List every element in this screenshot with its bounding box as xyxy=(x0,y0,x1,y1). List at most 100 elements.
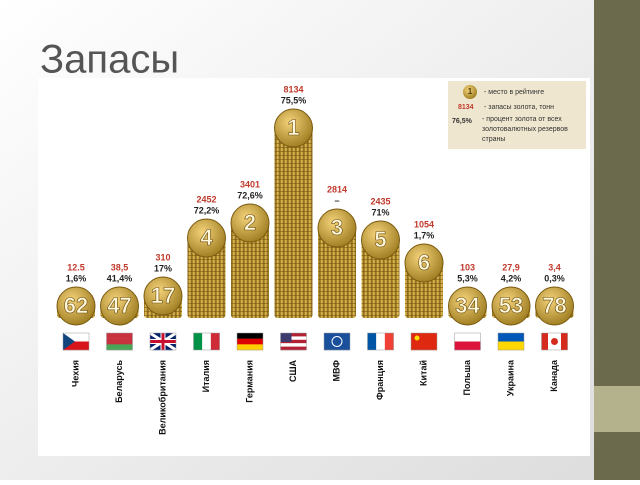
flag-stripe xyxy=(384,333,394,350)
coin xyxy=(448,286,487,326)
flag-border xyxy=(367,332,394,351)
coin xyxy=(317,208,357,248)
rank-label: 17 xyxy=(151,283,175,308)
coin-stack xyxy=(361,240,400,318)
percent-label: 41,4% xyxy=(107,273,133,283)
percent-label: 4,2% xyxy=(501,273,522,283)
legend-coin xyxy=(463,85,477,99)
flag-stripe xyxy=(411,333,437,351)
coin-stack xyxy=(274,128,313,318)
coin xyxy=(56,286,96,326)
flag-stripe xyxy=(324,333,350,351)
coin xyxy=(274,108,313,148)
flag-emblem xyxy=(331,336,343,347)
flag-stripe xyxy=(210,333,220,350)
coin-stack xyxy=(318,228,356,318)
coin xyxy=(230,203,270,243)
country-name: Канада xyxy=(549,359,559,392)
rank-label: 34 xyxy=(455,293,480,318)
rank-label: 47 xyxy=(107,293,131,318)
flag-border xyxy=(280,332,307,351)
country-name: Польша xyxy=(462,359,472,395)
reserve-label: 27,9 xyxy=(502,262,520,272)
flag xyxy=(323,332,351,351)
reserve-label: 3401 xyxy=(240,179,260,189)
percent-label: 5,3% xyxy=(457,273,478,283)
coin-stack xyxy=(187,238,226,318)
flag-border xyxy=(193,332,220,351)
flag-border xyxy=(62,332,90,351)
country-name: Великобритания xyxy=(157,360,167,435)
flag-stripe xyxy=(106,338,133,345)
country-name: Германия xyxy=(244,360,254,403)
flag xyxy=(367,332,394,351)
flag-border xyxy=(149,332,177,351)
flag-stripe xyxy=(237,333,263,339)
percent-label: 1,7% xyxy=(414,230,435,240)
flag-border xyxy=(497,332,525,351)
flag xyxy=(106,332,133,351)
flag xyxy=(454,332,481,351)
reserve-label: 38,5 xyxy=(111,262,129,272)
flag-stripe xyxy=(280,339,307,344)
flag-canton xyxy=(280,333,292,342)
rank-label: 78 xyxy=(542,293,566,318)
slide-title: Запасы xyxy=(40,38,179,82)
legend-rank-text: - место в рейтинге xyxy=(484,88,544,96)
percent-label: 72,2% xyxy=(194,205,220,215)
flag-stripe xyxy=(561,333,568,350)
country-name: Китай xyxy=(418,360,428,386)
flag-stripe xyxy=(63,341,89,351)
flag-stripe xyxy=(237,344,263,351)
items: 6212.51,6%Чехия4738,541,4%Беларусь173101… xyxy=(56,84,574,435)
reserve-label: 1054 xyxy=(414,219,434,229)
coin-stack xyxy=(231,223,269,318)
rank-label: 53 xyxy=(499,293,523,318)
reserve-label: 2435 xyxy=(370,196,390,206)
percent-label: 17% xyxy=(154,263,172,273)
flag-border xyxy=(236,332,264,351)
flag xyxy=(280,332,307,351)
flag-stripe xyxy=(106,333,133,339)
legend-reserve: 8134 xyxy=(458,104,474,111)
flag-stripe xyxy=(498,341,524,351)
flag xyxy=(541,332,568,351)
reserve-label: 3,4 xyxy=(548,262,561,272)
reserve-label: 2452 xyxy=(196,194,216,204)
side-accent xyxy=(594,386,640,432)
flag-stripe xyxy=(280,336,307,340)
coin xyxy=(491,286,531,326)
flag xyxy=(236,332,264,351)
country-name: Франция xyxy=(375,360,385,400)
legend-percent: 76,5% xyxy=(452,118,473,125)
flag-stripe xyxy=(376,333,386,350)
flag xyxy=(149,331,177,352)
flag-stripe xyxy=(454,341,481,351)
percent-label: – xyxy=(334,195,339,205)
flag-border xyxy=(410,332,438,351)
rank-label: 4 xyxy=(200,225,213,250)
flag-star xyxy=(414,335,420,341)
flag-border xyxy=(541,332,568,351)
flag-stripe xyxy=(541,333,549,350)
percent-label: 1,6% xyxy=(66,273,87,283)
flag-stripe xyxy=(498,333,524,342)
country-name: МВФ xyxy=(331,360,341,382)
flag-stripe xyxy=(202,333,212,350)
coin xyxy=(100,286,139,326)
percent-label: 71% xyxy=(371,207,389,217)
reserve-label: 12.5 xyxy=(67,262,85,272)
legend-percent-text: - процент золота от всех золотовалютных … xyxy=(482,116,568,143)
coin xyxy=(143,276,183,316)
flag xyxy=(497,332,525,351)
coin xyxy=(404,243,444,283)
legend-rank: 1 xyxy=(468,87,473,96)
reserve-label: 103 xyxy=(460,262,475,272)
flag-stripe xyxy=(280,333,307,337)
coin xyxy=(187,218,226,258)
coin xyxy=(535,286,574,326)
percent-label: 0,3% xyxy=(544,273,565,283)
country-name: Чехия xyxy=(70,360,80,387)
legend: 1 - место в рейтинге 8134 - запасы золот… xyxy=(448,81,586,149)
